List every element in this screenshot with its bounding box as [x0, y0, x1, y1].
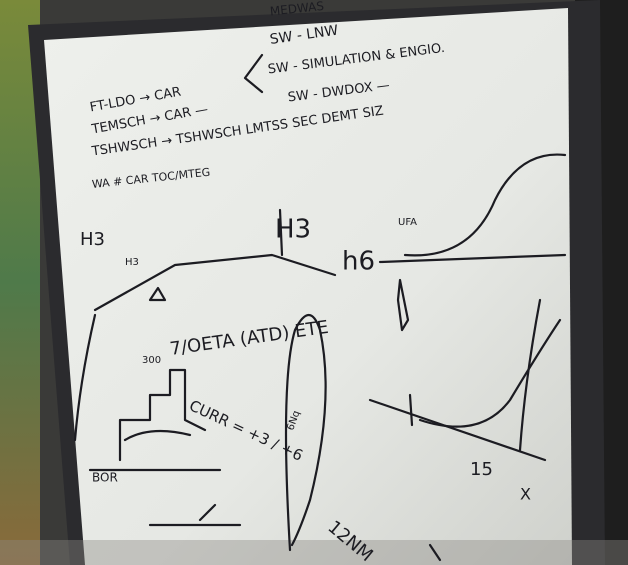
label: 15 [470, 459, 493, 480]
label: H3 [125, 257, 139, 268]
label: h6 [342, 247, 375, 277]
label: X [520, 485, 531, 504]
label: BOR [92, 471, 118, 485]
label: 300 [142, 355, 161, 366]
photo: MEDWAS SW - LNW SW - SIMULATION & ENGIO.… [0, 0, 628, 565]
label: UFA [398, 217, 417, 228]
label: H3 [80, 229, 105, 250]
ledge [0, 540, 628, 565]
